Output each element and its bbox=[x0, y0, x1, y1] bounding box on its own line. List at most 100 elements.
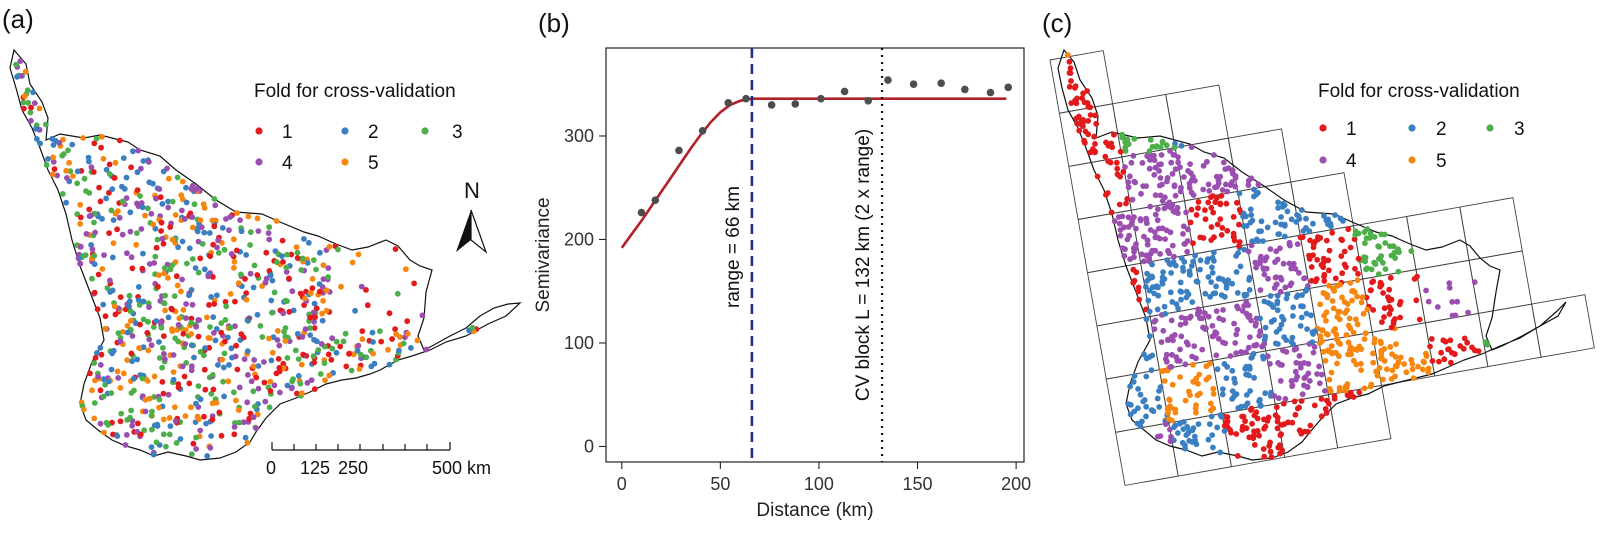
sample-point bbox=[250, 388, 257, 395]
sample-point bbox=[1389, 351, 1395, 358]
sample-point bbox=[1127, 173, 1133, 180]
sample-point bbox=[188, 342, 195, 349]
sample-point bbox=[209, 400, 216, 407]
sample-point bbox=[1165, 247, 1171, 254]
sample-point bbox=[251, 262, 258, 269]
sample-point bbox=[1066, 58, 1073, 65]
sample-point bbox=[1273, 281, 1280, 288]
sample-point bbox=[1082, 140, 1088, 146]
sample-point bbox=[241, 356, 248, 363]
sample-point bbox=[325, 265, 332, 271]
sample-point bbox=[276, 365, 283, 371]
semivariance-point-3 bbox=[698, 127, 707, 135]
sample-point bbox=[156, 272, 162, 278]
sample-point bbox=[231, 389, 237, 396]
sample-point bbox=[1080, 123, 1086, 130]
sample-point bbox=[216, 409, 223, 416]
sample-point bbox=[1133, 241, 1139, 248]
sample-point bbox=[1299, 234, 1306, 241]
sample-point bbox=[1127, 256, 1133, 263]
sample-point bbox=[183, 315, 189, 321]
sample-point bbox=[127, 228, 134, 235]
sample-point bbox=[254, 311, 261, 318]
sample-point bbox=[114, 433, 121, 439]
sample-point bbox=[74, 180, 81, 187]
panel-label-b: (b) bbox=[538, 8, 570, 38]
sample-point bbox=[1160, 327, 1167, 334]
sample-point bbox=[1378, 355, 1384, 362]
sample-point bbox=[1323, 331, 1330, 337]
sample-point bbox=[1321, 278, 1328, 284]
sample-point bbox=[1283, 337, 1290, 343]
sample-point bbox=[1157, 192, 1164, 199]
sample-point bbox=[1152, 192, 1159, 199]
sample-point bbox=[251, 357, 258, 363]
sample-point bbox=[1141, 258, 1147, 265]
sample-point bbox=[135, 147, 142, 154]
sample-point bbox=[1346, 315, 1353, 322]
sample-point bbox=[326, 372, 333, 379]
sample-point bbox=[1177, 279, 1184, 286]
sample-point bbox=[254, 272, 261, 278]
sample-point bbox=[1068, 100, 1075, 106]
sample-point bbox=[1208, 204, 1215, 211]
sample-point bbox=[1413, 297, 1420, 304]
chart-annotations: range = 66 km CV block L = 132 km (2 x ra… bbox=[723, 48, 884, 462]
sample-point bbox=[103, 195, 109, 202]
sample-point bbox=[165, 391, 172, 398]
sample-point bbox=[1272, 340, 1279, 347]
sample-point bbox=[1310, 220, 1316, 227]
sample-point bbox=[1290, 313, 1296, 319]
sample-point bbox=[153, 244, 160, 251]
sample-point bbox=[226, 227, 232, 234]
sample-point bbox=[223, 216, 229, 222]
sample-point bbox=[343, 363, 350, 370]
sample-point bbox=[337, 343, 344, 350]
sample-point bbox=[1236, 243, 1242, 249]
sample-point bbox=[123, 174, 130, 181]
sample-point bbox=[207, 253, 214, 260]
sample-point bbox=[1352, 346, 1358, 353]
sample-point bbox=[1208, 237, 1215, 244]
sample-point bbox=[175, 384, 182, 391]
sample-point bbox=[137, 321, 143, 328]
sample-point bbox=[1249, 238, 1255, 245]
sample-point bbox=[1316, 363, 1322, 370]
sample-point bbox=[45, 156, 51, 162]
sample-point bbox=[333, 349, 340, 356]
sample-point bbox=[1114, 171, 1121, 178]
sample-point bbox=[1282, 396, 1289, 402]
sample-point bbox=[1364, 306, 1371, 313]
sample-point bbox=[274, 328, 281, 334]
sample-point bbox=[1408, 248, 1415, 255]
sample-point bbox=[100, 393, 107, 400]
sample-point bbox=[1209, 432, 1216, 438]
sample-point bbox=[139, 375, 146, 382]
sample-point bbox=[159, 364, 166, 371]
sample-point bbox=[134, 230, 140, 237]
chart-axes: 0 50 100 150 200 0 100 200 300 bbox=[564, 126, 1031, 494]
sample-point bbox=[1249, 354, 1255, 361]
sample-point bbox=[1190, 379, 1197, 385]
sample-point bbox=[207, 444, 214, 451]
sample-point bbox=[1241, 291, 1248, 298]
sample-point bbox=[1208, 279, 1215, 285]
sample-point bbox=[50, 142, 57, 148]
sample-point bbox=[1322, 388, 1328, 394]
sample-point bbox=[13, 61, 19, 68]
sample-point bbox=[174, 174, 181, 181]
sample-point bbox=[1318, 371, 1325, 378]
sample-point bbox=[123, 432, 130, 438]
sample-point bbox=[80, 406, 87, 413]
sample-point bbox=[1270, 304, 1276, 310]
north-arrow-right-half bbox=[470, 209, 488, 254]
sample-point bbox=[1409, 366, 1416, 373]
sample-point bbox=[1318, 413, 1325, 420]
sample-point bbox=[201, 366, 208, 373]
sample-point bbox=[1475, 348, 1482, 354]
map-panel-a: Fold for cross-validation 1 2 3 4 5 N bbox=[9, 48, 522, 478]
sample-point bbox=[311, 325, 318, 331]
sample-point bbox=[139, 265, 146, 272]
y-axis-title: Semivariance bbox=[533, 197, 554, 312]
sample-point bbox=[33, 125, 39, 132]
